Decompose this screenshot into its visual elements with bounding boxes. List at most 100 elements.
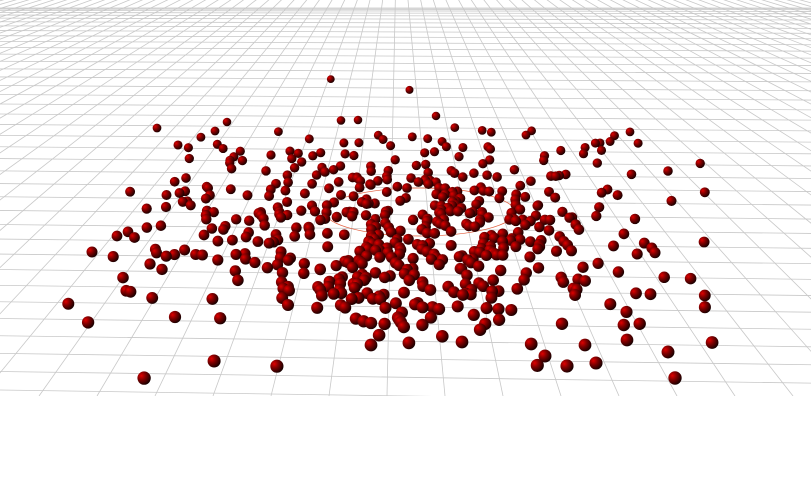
- sphere-point: [210, 126, 220, 136]
- sphere-point: [369, 267, 382, 279]
- sphere-point: [287, 153, 297, 164]
- sphere-point: [340, 149, 350, 159]
- sphere-point: [505, 303, 518, 317]
- grid-line: [0, 12, 811, 15]
- sphere-point: [450, 123, 460, 132]
- sphere-point: [230, 214, 242, 225]
- sphere-point: [633, 138, 643, 148]
- sphere-point: [282, 196, 293, 208]
- sphere-point: [327, 287, 340, 300]
- sphere-point: [328, 164, 339, 175]
- sphere-point: [222, 117, 232, 127]
- sphere-point: [218, 224, 229, 235]
- sphere-point: [226, 163, 237, 174]
- sphere-point: [661, 345, 675, 359]
- sphere-point: [565, 245, 578, 257]
- grid-line: [0, 60, 811, 66]
- sphere-point: [160, 201, 172, 213]
- sphere-point: [589, 356, 603, 370]
- sphere-point: [612, 266, 625, 278]
- sphere-point: [270, 359, 284, 373]
- sphere-point: [451, 300, 464, 313]
- sphere-point: [356, 258, 368, 270]
- grid-line: [685, 0, 811, 49]
- grid-line: [0, 40, 811, 46]
- sphere-point: [261, 262, 274, 274]
- sphere-point: [398, 286, 410, 299]
- sphere-point: [617, 318, 630, 332]
- sphere-point: [382, 174, 393, 185]
- sphere-point: [569, 289, 582, 302]
- sphere-point: [550, 171, 561, 182]
- sphere-point: [407, 214, 419, 226]
- grid-line: [533, 0, 811, 224]
- point-cloud: [62, 75, 719, 385]
- sphere-point: [280, 185, 291, 196]
- grid-line: [0, 113, 811, 121]
- sphere-point: [229, 265, 241, 277]
- grid-line: [0, 0, 245, 175]
- sphere-point: [604, 298, 617, 311]
- sphere-point: [276, 266, 289, 279]
- sphere-point: [235, 146, 245, 156]
- sphere-point: [403, 274, 416, 287]
- sphere-point: [181, 173, 191, 183]
- grid-line: [0, 0, 308, 374]
- sphere-point: [252, 236, 264, 247]
- sphere-point: [448, 286, 460, 299]
- sphere-point: [525, 236, 536, 248]
- sphere-point: [469, 221, 481, 232]
- sphere-point: [129, 232, 140, 243]
- sphere-point: [111, 230, 123, 242]
- sphere-point: [240, 253, 252, 265]
- sphere-point: [259, 220, 270, 231]
- sphere-point: [378, 135, 388, 144]
- sphere-point: [487, 274, 499, 286]
- sphere-point: [485, 155, 495, 165]
- sphere-point: [705, 336, 719, 349]
- sphere-point: [366, 180, 376, 190]
- sphere-point: [494, 193, 505, 204]
- sphere-point: [698, 289, 711, 302]
- sphere-point: [424, 311, 438, 324]
- sphere-point: [464, 208, 475, 219]
- grid-line: [0, 10, 811, 12]
- sphere-point: [395, 225, 406, 237]
- sphere-point: [304, 134, 314, 144]
- grid-line: [672, 0, 811, 56]
- sphere-point: [348, 281, 361, 294]
- sphere-point: [630, 287, 642, 300]
- sphere-point: [564, 212, 575, 223]
- sphere-point: [289, 163, 300, 173]
- sphere-point: [556, 145, 566, 156]
- sphere-point: [492, 172, 502, 182]
- grid-line: [0, 158, 811, 167]
- grid-line: [0, 25, 811, 29]
- sphere-point: [168, 310, 182, 324]
- sphere-point: [212, 235, 224, 247]
- sphere-point: [315, 214, 326, 226]
- sphere-point: [330, 259, 342, 272]
- sphere-point: [698, 236, 710, 248]
- grid-line: [0, 76, 811, 83]
- sphere-point: [453, 251, 465, 263]
- grid-line: [96, 0, 333, 397]
- sphere-point: [644, 288, 657, 301]
- sphere-point: [336, 190, 346, 200]
- sphere-point: [406, 173, 416, 183]
- sphere-point: [152, 123, 162, 133]
- sphere-point: [196, 249, 208, 261]
- sphere-point: [266, 150, 276, 160]
- sphere-point: [339, 301, 352, 314]
- sphere-point: [592, 158, 602, 168]
- grid-line: [0, 0, 169, 81]
- sphere-point: [379, 210, 391, 221]
- grid-line: [799, 0, 811, 4]
- sphere-point: [322, 228, 333, 239]
- grid-line: [0, 0, 194, 105]
- sphere-point: [206, 292, 219, 305]
- sphere-point: [333, 177, 344, 187]
- grid-line: [0, 134, 811, 143]
